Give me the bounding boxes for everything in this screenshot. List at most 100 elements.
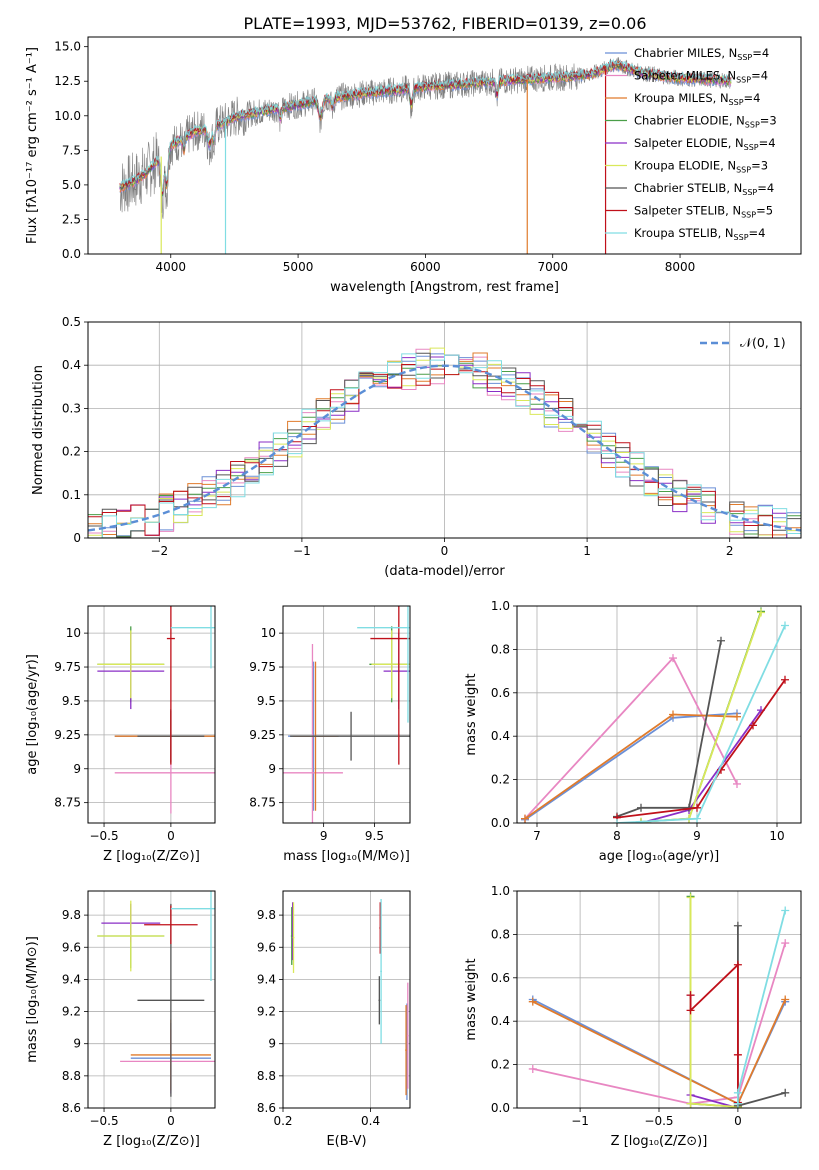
series-marker-kroupa-stelib [781, 621, 789, 630]
mass_weight_vs_age-axes: 7 8 9 10 0.0 0.2 0.4 0.6 0.8 1.0 age [log₁₀(age/yr… [464, 599, 801, 864]
y-tick-label: 9.4 [62, 972, 81, 986]
mass_vs_Z-errorbars [97, 891, 215, 1097]
errorbar-kroupa-miles [405, 1005, 407, 1096]
x-tick-label: 10 [769, 829, 784, 843]
figure-title: PLATE=1993, MJD=53762, FIBERID=0139, z=0… [243, 14, 646, 33]
x-tick-label: 9 [693, 829, 701, 843]
series-marker-kroupa-stelib [613, 819, 621, 823]
y-tick-label: 8.8 [257, 1069, 276, 1083]
x-tick-label: 5000 [283, 260, 314, 274]
y-tick-label: 0.0 [491, 1101, 510, 1115]
y-tick-label: 9 [73, 1037, 81, 1051]
y-tick-label: 1.0 [491, 884, 510, 898]
errorbar-kroupa-stelib [170, 891, 215, 982]
errorbar-salpeter-miles [406, 982, 409, 1089]
y-tick-label: 9.25 [54, 728, 81, 742]
y-tick-label: 9 [73, 762, 81, 776]
series-marker-kroupa-stelib [781, 906, 790, 915]
y-tick-label: 0.6 [491, 686, 510, 700]
spectrum-legend: Chabrier MILES, NSSP=4 Salpeter MILES, NS… [605, 46, 777, 242]
y-tick-label: 10.0 [54, 109, 81, 123]
y-tick-label: 8.75 [249, 796, 276, 810]
age_vs_mass-frame [282, 605, 411, 824]
model-line-chabrier-stelib [119, 60, 732, 192]
y-tick-label: 0.5 [62, 315, 81, 329]
errorbar-salpeter-stelib [166, 606, 175, 765]
x-tick-label: 7000 [537, 260, 568, 274]
series-marker-chabrier-stelib [637, 803, 645, 812]
y-tick-label: 9 [268, 1037, 276, 1051]
errorbar-kroupa-elodie [371, 630, 410, 699]
model-line-salpeter-stelib [119, 60, 732, 196]
y-tick-label: 9.75 [54, 660, 81, 674]
mass_vs_Z-axes: −0.5 0 8.6 8.8 9 9.2 9.4 9.6 9.8 Z [log₁₀(Z/Z⊙)] m… [25, 891, 215, 1149]
series-marker-kroupa-elodie [757, 608, 765, 617]
mass_weight_vs_age-lines [521, 607, 789, 823]
x-axis-label: Z [log₁₀(Z/Z⊙)] [103, 1134, 200, 1149]
series-marker-salpeter-stelib [733, 960, 742, 969]
series-marker-salpeter-stelib [686, 991, 695, 1000]
spectrum-lines [119, 57, 732, 254]
y-tick-label: 8.8 [62, 1069, 81, 1083]
mass_weight_vs_Z-axes: −1 −0.5 0 0.0 0.2 0.4 0.6 0.8 1.0 Z [log₁₀(Z/Z⊙)]… [464, 884, 801, 1149]
y-tick-label: 5.0 [62, 178, 81, 192]
x-tick-label: 0.2 [273, 1114, 292, 1128]
x-tick-label: 0 [167, 829, 175, 843]
y-tick-label: 12.5 [54, 74, 81, 88]
series-marker-kroupa-stelib [733, 1088, 742, 1097]
x-axis-label: Z [log₁₀(Z/Z⊙)] [611, 1134, 708, 1149]
y-tick-label: 9.2 [62, 1005, 81, 1019]
y-tick-label: 9.5 [257, 694, 276, 708]
histogram-salpeter-stelib [88, 364, 801, 538]
x-axis-label: age [log₁₀(age/yr)] [599, 849, 720, 864]
series-marker-kroupa-miles [528, 997, 537, 1006]
histogram-kroupa-stelib [88, 353, 801, 538]
y-tick-label: 0.8 [491, 642, 510, 656]
x-tick-label: 7 [533, 829, 541, 843]
errorbar-salpeter-stelib [144, 905, 198, 945]
y-axis-label: age [log₁₀(age/yr)] [25, 654, 40, 775]
x-tick-label: 4000 [155, 260, 186, 274]
series-line-kroupa-elodie [689, 897, 738, 1108]
y-tick-label: 8.6 [62, 1101, 81, 1115]
y-tick-label: 8.75 [54, 796, 81, 810]
y-tick-label: 10 [66, 626, 81, 640]
legend-label-kroupa-stelib: Kroupa STELIB, NSSP=4 [634, 226, 765, 242]
histogram-steps [88, 347, 801, 538]
mass_weight_vs_Z-frame [516, 890, 802, 1109]
legend-label-salpeter-miles: Salpeter MILES, NSSP=4 [634, 69, 768, 85]
series-marker-kroupa-miles [669, 710, 677, 719]
x-tick-label: −1 [571, 1114, 589, 1128]
x-tick-label: −0.5 [89, 829, 118, 843]
series-marker-kroupa-miles [521, 814, 529, 823]
x-tick-label: −2 [150, 544, 168, 558]
x-tick-label: −1 [293, 544, 311, 558]
legend-label-salpeter-elodie: Salpeter ELODIE, NSSP=4 [634, 136, 776, 152]
series-line-salpeter-miles [532, 942, 787, 1105]
y-tick-label: 0 [73, 531, 81, 545]
x-axis-label: E(B-V) [326, 1134, 366, 1149]
y-tick-label: 0.4 [491, 1014, 510, 1028]
histogram-salpeter-miles [88, 348, 801, 538]
y-tick-label: 8.6 [257, 1101, 276, 1115]
y-tick-label: 0.2 [491, 773, 510, 787]
series-marker-chabrier-stelib [781, 1088, 790, 1097]
y-axis-label: Flux [fλ10⁻¹⁷ erg cm⁻² s⁻¹ A⁻¹] [25, 47, 40, 244]
series-marker-kroupa-elodie [686, 893, 695, 902]
legend-label-chabrier-stelib: Chabrier STELIB, NSSP=4 [634, 181, 774, 197]
y-tick-label: 9.5 [62, 694, 81, 708]
legend-label-salpeter-stelib: Salpeter STELIB, NSSP=5 [634, 204, 773, 220]
age_vs_Z-frame [87, 605, 216, 824]
x-tick-label: 6000 [410, 260, 441, 274]
legend-label-kroupa-elodie: Kroupa ELODIE, NSSP=3 [634, 159, 768, 175]
x-tick-label: 9.5 [365, 829, 384, 843]
mass_vs_ebv-errorbars [290, 899, 409, 1100]
mass_weight_vs_age-frame [516, 605, 802, 824]
model-line-kroupa-stelib [119, 58, 732, 192]
y-tick-label: 0.3 [62, 401, 81, 415]
y-axis-label: mass weight [464, 958, 479, 1040]
series-marker-chabrier-stelib [733, 921, 742, 930]
age_vs_mass-axes: 9 9.5 8.75 9 9.25 9.5 9.75 10 mass [log₁₀(M/M⊙)] [249, 606, 410, 864]
spectrum-frame [87, 36, 802, 255]
age_vs_Z-axes: −0.5 0 8.75 9 9.25 9.5 9.75 10 Z [log₁₀(Z/Z⊙)] ag… [25, 606, 215, 864]
